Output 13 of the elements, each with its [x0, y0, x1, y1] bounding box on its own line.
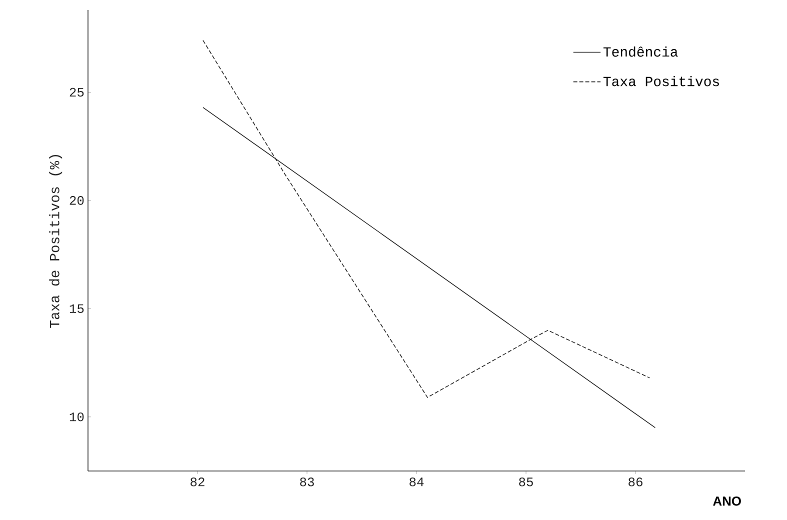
- legend-label: Tendência: [603, 46, 678, 57]
- y-tick-label: 20: [70, 196, 84, 205]
- x-tick-label: 85: [519, 478, 533, 486]
- x-tick-label: 83: [300, 478, 314, 486]
- y-tick-label: 10: [70, 412, 84, 422]
- legend-label: Taxa Positivos: [603, 76, 719, 86]
- y-axis-title: Taxa de Positivos (%): [49, 154, 62, 328]
- x-tick-label: 82: [190, 478, 204, 486]
- y-tick-label: 25: [70, 88, 84, 97]
- y-tick-label: 15: [70, 304, 84, 313]
- x-axis-title: ANO: [713, 496, 741, 506]
- x-tick-label: 84: [410, 478, 424, 486]
- x-tick-label: 86: [628, 478, 642, 486]
